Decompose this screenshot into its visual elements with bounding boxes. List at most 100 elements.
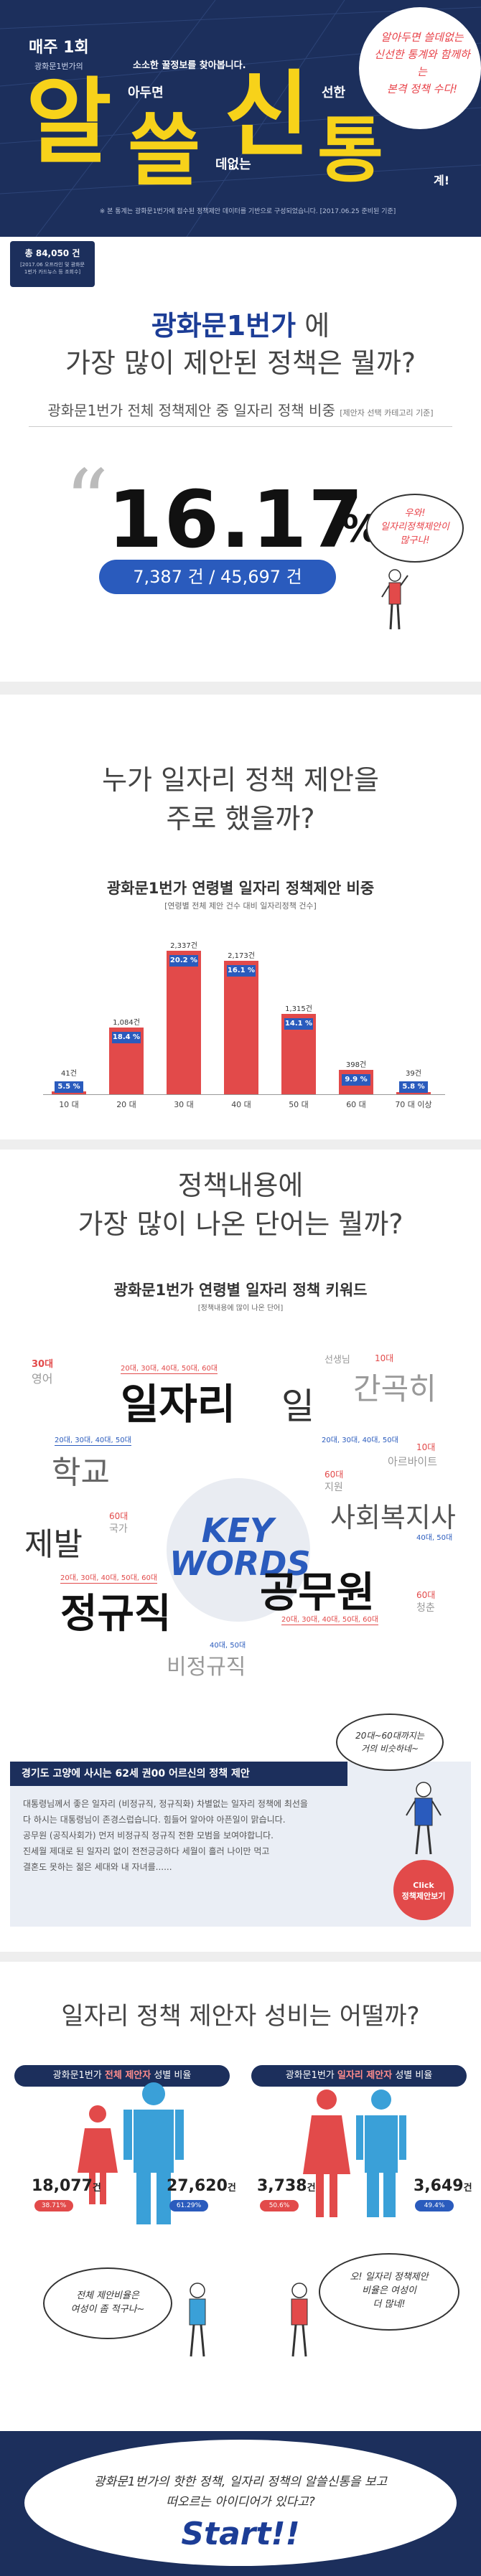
bar-value-label: 398건 xyxy=(345,1061,367,1069)
age-bar xyxy=(52,1091,86,1094)
footer-oval[interactable] xyxy=(24,2440,457,2566)
bar-value-label: 1,315건 xyxy=(285,1005,312,1013)
age-chart-subtitle: [연령별 전체 제안 건수 대비 일자리정책 건수] xyxy=(164,901,317,911)
s1-subtitle-note: [제안자 선택 카테고리 기준] xyxy=(340,408,434,418)
bar-percent-badge: 14.1 % xyxy=(284,1017,313,1030)
bar-percent-badge: 5.5 % xyxy=(55,1081,83,1093)
keyword-center-line-1: KEY xyxy=(201,1511,274,1550)
age-bar xyxy=(224,961,258,1094)
footer-text: 광화문1번가의 핫한 정책, 일자리 정책의 알쓸신통을 보고 떠오르는 아이디… xyxy=(50,2472,431,2512)
s2-question-line-2: 주로 했을까? xyxy=(166,803,315,835)
tag-30s: 30대 xyxy=(32,1359,54,1370)
bar-percent-badge: 16.1 % xyxy=(227,965,256,977)
bar-percent-badge: 20.2 % xyxy=(169,955,198,967)
bar-value-label: 41건 xyxy=(61,1070,77,1078)
title-sub-2: 데없는 xyxy=(215,157,251,172)
s4-right-bubble-line-1: 오! 일자리 정책제안 xyxy=(350,2272,429,2283)
bar-percent-badge: 5.8 % xyxy=(399,1081,428,1093)
keyword-social-worker: 사회복지사 xyxy=(330,1502,456,1533)
s1-bubble-line-2: 일자리정책제안이 xyxy=(380,522,449,532)
keyword-parttime: 아르바이트 xyxy=(388,1455,438,1468)
tag-social-worker-ages: 40대, 50대 xyxy=(416,1534,453,1542)
keyword-earnestly: 간곡히 xyxy=(353,1371,436,1406)
start-button[interactable]: Start!! xyxy=(181,2516,300,2552)
title-suffix: 계! xyxy=(434,174,450,187)
quote-line-2: 다 하시는 대통령님이 존경스럽습니다. 힘들어 알아야 아픈일이 맑습니다. xyxy=(23,1815,286,1825)
weekly-line-2: 광화문1번가의 xyxy=(34,62,83,71)
click-label: Click xyxy=(413,1881,434,1890)
bar-value-label: 2,173건 xyxy=(228,952,255,961)
section-separator-3 xyxy=(0,1952,481,1962)
header-banner: 알아두면 쓸데없는 신선한 통계와 함께하는 본격 정책 수다! 매주 1회 광… xyxy=(0,0,481,237)
bar-category-label: 70 대 이상 xyxy=(395,1100,432,1109)
keyword-youth: 청춘 xyxy=(416,1602,435,1614)
keyword-jobs: 일자리 xyxy=(121,1380,236,1429)
s4-right-bubble-line-2: 비율은 여성이 xyxy=(362,2285,416,2296)
right-header-post: 성별 비율 xyxy=(392,2070,433,2081)
keyword-english: 영어 xyxy=(32,1372,53,1386)
quote-line-3: 공무원 (공직사회가) 먼저 비정규직 정규직 전환 모범을 보여야합니다. xyxy=(23,1830,274,1841)
keyword-center-label: KEY WORDS xyxy=(169,1511,311,1583)
s1-bubble-line-1: 우와! xyxy=(404,508,426,519)
s3-speech-bubble: 20대~60대까지는 거의 비슷하네~ xyxy=(336,1714,444,1771)
circle-line-1: 알아두면 쓸데없는 xyxy=(380,31,464,44)
male-figure-icon xyxy=(123,2082,184,2224)
footer-line-1: 광화문1번가의 핫한 정책, 일자리 정책의 알쓸신통을 보고 xyxy=(93,2475,388,2489)
s1-question-line-2: 가장 많이 제안된 정책은 뭘까? xyxy=(65,347,416,379)
keyword-teacher: 선생님 xyxy=(324,1355,350,1365)
bar-category-label: 40 대 xyxy=(231,1100,251,1109)
circle-line-3: 본격 정책 수다! xyxy=(386,83,458,95)
s1-question: 광화문1번가 에 가장 많이 제안된 정책은 뭘까? xyxy=(0,307,481,382)
s3-question-line-1: 정책내용에 xyxy=(177,1170,304,1201)
s2-question: 누가 일자리 정책 제안을 주로 했을까? xyxy=(0,761,481,838)
keyword-school: 학교 xyxy=(52,1454,110,1491)
s1-subtitle-text: 광화문1번가 전체 정책제안 중 일자리 정책 비중 xyxy=(47,402,335,419)
hits-desc-1: [2017.06 오프라인 및 광화문 xyxy=(20,262,85,268)
s1-subtitle: 광화문1번가 전체 정책제안 중 일자리 정책 비중 [제안자 선택 카테고리 … xyxy=(0,399,481,420)
keyword-nation: 국가 xyxy=(109,1523,128,1535)
citizen-quote-header: 경기도 고양에 사시는 62세 권00 어르신의 정책 제안 xyxy=(10,1762,347,1786)
section-separator-1 xyxy=(0,682,481,695)
quote-line-1: 대통령님께서 좋은 일자리 (비정규직, 정규직화) 차별없는 일자리 정책에 … xyxy=(23,1799,308,1809)
female-figure-icon xyxy=(303,2090,350,2217)
bar-category-label: 10 대 xyxy=(59,1100,79,1109)
keyword-please: 제발 xyxy=(24,1526,83,1563)
unit: 건 xyxy=(92,2183,101,2194)
all-proposer-gender-header: 광화문1번가 전체 제안자 성별 비율 xyxy=(14,2065,230,2087)
hits-desc-2: 1번가 카드뉴스 등 조회수] xyxy=(24,269,81,275)
tag-teacher-age: 10대 xyxy=(375,1353,394,1363)
left-header-highlight: 전체 제안자 xyxy=(104,2070,151,2081)
keyword-support: 지원 xyxy=(324,1482,343,1493)
s4-left-bubble-line-1: 전체 제안비율은 xyxy=(76,2290,139,2301)
s1-question-rest: 에 xyxy=(304,310,330,342)
bar-value-label: 1,084건 xyxy=(113,1019,140,1028)
all-male-count-value: 27,620 xyxy=(167,2177,228,2195)
keyword-title: 광화문1번가 연령별 일자리 정책 키워드 xyxy=(113,1282,368,1299)
s4-right-bubble-line-3: 더 많네! xyxy=(373,2299,406,2310)
quote-line-4: 진세월 제대로 된 일자리 없이 전전긍긍하다 세월이 흘러 나이만 먹고 xyxy=(23,1846,270,1856)
open-quote-icon: “ xyxy=(65,452,109,552)
s1-question-highlight: 광화문1번가 xyxy=(151,310,296,342)
bar-category-label: 20 대 xyxy=(116,1100,136,1109)
hits-badge: 총 84,050 건 [2017.06 오프라인 및 광화문 1번가 카드뉴스 … xyxy=(10,241,95,287)
circle-line-2: 신선한 통계와 함께하는 xyxy=(374,48,470,78)
all-female-count: 18,077건 xyxy=(32,2177,101,2195)
keyword-irregular-job: 비정규직 xyxy=(167,1655,246,1680)
tag-youth-age: 60대 xyxy=(416,1590,436,1600)
unit: 건 xyxy=(463,2183,472,2194)
footer-line-2: 떠오르는 아이디어가 있다고? xyxy=(166,2495,315,2509)
view-proposal-button[interactable]: Click 정책제안보기 xyxy=(393,1860,454,1920)
s3-question-line-2: 가장 많이 나온 단어는 뭘까? xyxy=(78,1208,403,1240)
s4-right-speech-bubble: 오! 일자리 정책제안 비율은 여성이 더 많네! xyxy=(319,2253,459,2331)
tag-earnestly-ages: 20대, 30대, 40대, 50대 xyxy=(322,1437,398,1444)
left-header-pre: 광화문1번가 xyxy=(52,2070,105,2081)
tag-irregular-ages: 40대, 50대 xyxy=(210,1642,246,1650)
title-char-2: 쓸 xyxy=(128,105,201,197)
bar-value-label: 2,337건 xyxy=(170,942,197,951)
female-figure-icon xyxy=(78,2105,118,2204)
s1-divider xyxy=(29,426,452,427)
tag-parttime-age: 10대 xyxy=(416,1442,436,1452)
keyword-center-line-2: WORDS xyxy=(169,1544,311,1583)
all-male-count: 27,620건 xyxy=(167,2177,236,2195)
header-circle-text: 알아두면 쓸데없는 신선한 통계와 함께하는 본격 정책 수다! xyxy=(372,29,472,98)
